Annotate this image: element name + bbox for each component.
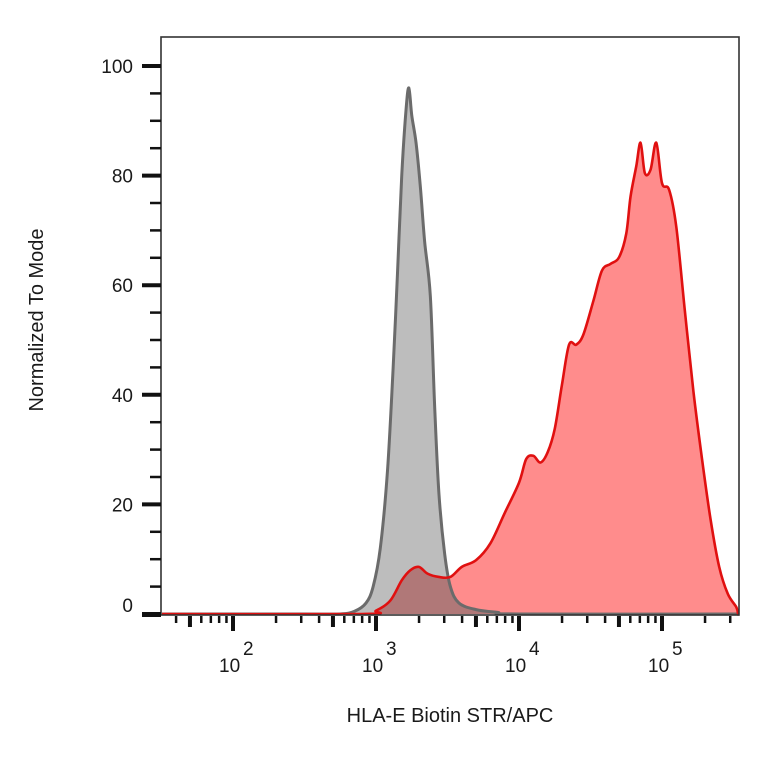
x-tick-exponent: 3 xyxy=(386,639,397,660)
y-tick-label: 0 xyxy=(122,596,133,617)
plot-frame xyxy=(160,36,740,616)
plot-area xyxy=(161,86,740,616)
y-tick-label: 40 xyxy=(112,386,133,407)
y-tick-label: 20 xyxy=(112,495,133,516)
x-tick-exponent: 2 xyxy=(243,639,254,660)
y-tick-label: 60 xyxy=(112,276,133,297)
x-tick-label: 10 xyxy=(219,656,240,677)
stained-histogram xyxy=(162,142,739,615)
y-tick-label: 100 xyxy=(101,57,133,78)
x-tick-exponent: 5 xyxy=(672,639,683,660)
x-tick-label: 10 xyxy=(648,656,669,677)
isotype-outline xyxy=(161,86,739,616)
x-axis-title: HLA-E Biotin STR/APC xyxy=(347,705,554,727)
y-axis-title: Normalized To Mode xyxy=(26,228,48,411)
x-tick-label: 10 xyxy=(362,656,383,677)
x-tick-label: 10 xyxy=(505,656,526,677)
stained-outline xyxy=(161,141,740,616)
y-axis: 0 20 40 60 80 100 xyxy=(101,57,161,617)
x-tick-exponent: 4 xyxy=(529,639,540,660)
y-tick-label: 80 xyxy=(112,167,133,188)
